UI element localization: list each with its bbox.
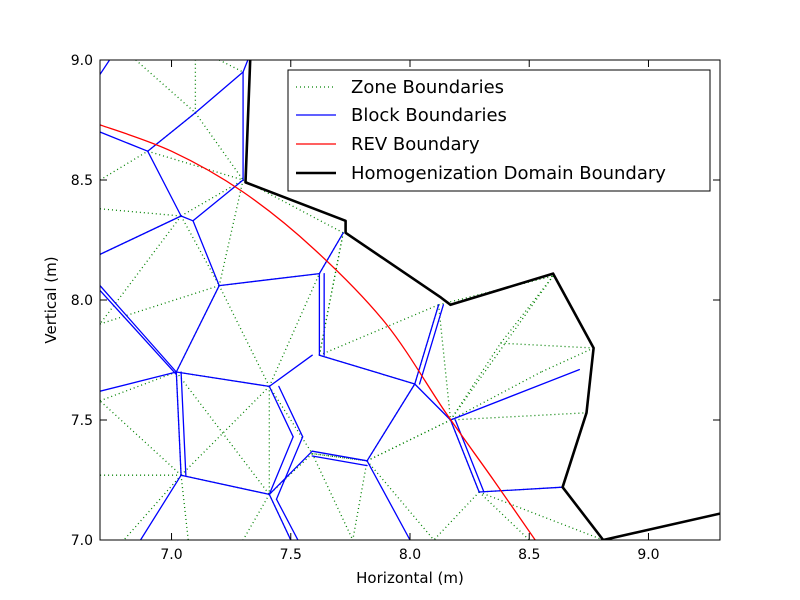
zone-segment-59 (242, 179, 344, 234)
block-segment-36 (418, 304, 445, 385)
zone-segment-10 (318, 232, 344, 356)
y-tick-label-1: 7.5 (71, 413, 93, 429)
block-segment-18 (100, 371, 177, 392)
block-segment-23 (139, 474, 182, 540)
block-segment-24 (268, 450, 313, 496)
block-segment-9 (100, 215, 182, 256)
zone-segment-43 (218, 285, 270, 387)
block-segment-11 (218, 272, 321, 287)
zone-segment-48 (175, 371, 270, 495)
x-tick-label-2: 8.0 (399, 547, 421, 563)
block-segment-1 (100, 131, 149, 152)
series-layer (100, 60, 720, 540)
block-segment-17 (100, 289, 177, 376)
block-segment-30 (268, 493, 292, 540)
y-tick-label-0: 7.0 (71, 533, 93, 549)
block-segment-7 (147, 150, 182, 217)
x-tick-label-3: 8.5 (518, 547, 540, 563)
zone-segment-55 (194, 112, 244, 181)
legend-label-rev: REV Boundary (351, 134, 480, 155)
block-segment-19 (175, 371, 270, 388)
block-segment-21 (180, 371, 187, 476)
y-tick-label-2: 8.0 (71, 293, 93, 309)
zone-segment-12 (319, 304, 439, 356)
x-tick-label-1: 7.5 (280, 547, 302, 563)
zone-segment-47 (180, 385, 270, 476)
block-segment-32 (311, 450, 368, 462)
block-segment-16 (100, 284, 177, 373)
series-3 (244, 60, 720, 540)
block-segment-8 (180, 215, 194, 222)
block-segment-28 (278, 385, 304, 438)
block-segment-34 (318, 354, 416, 385)
block-segment-41 (454, 419, 485, 493)
block-segment-0 (100, 60, 111, 76)
zone-segment-17 (540, 347, 594, 373)
block-segment-42 (478, 486, 564, 493)
block-segment-31 (275, 498, 299, 540)
zone-segment-44 (268, 273, 320, 387)
y-tick-label-3: 8.5 (71, 173, 93, 189)
ticks-layer: 7.0 7.5 8.0 8.5 9.0 7.0 7.5 8.0 8.5 9.0 (71, 53, 720, 563)
legend: Zone Boundaries Block Boundaries REV Bou… (287, 69, 711, 192)
x-tick-label-4: 9.0 (637, 547, 659, 563)
block-segment-20 (175, 371, 182, 476)
zone-segment-39 (100, 371, 177, 402)
zone-segment-20 (449, 342, 502, 421)
x-axis-label: Horizontal (m) (356, 569, 464, 587)
legend-label-domain: Homogenization Domain Boundary (351, 163, 666, 184)
domain-boundary-line (244, 60, 720, 540)
block-segment-25 (268, 354, 313, 388)
zone-segment-37 (180, 475, 189, 540)
block-segment-10 (192, 220, 220, 287)
block-segment-38 (366, 460, 411, 540)
rev-boundary-line (100, 124, 536, 540)
series-1 (100, 60, 580, 540)
block-segment-37 (366, 383, 416, 462)
block-segment-22 (180, 474, 270, 496)
legend-label-block: Block Boundaries (351, 105, 507, 126)
zone-segment-1 (147, 150, 244, 181)
block-segment-33 (311, 455, 368, 467)
y-tick-label-4: 9.0 (71, 53, 93, 69)
zone-segment-52 (352, 460, 368, 540)
legend-label-zone: Zone Boundaries (351, 77, 504, 98)
zone-segment-2 (100, 208, 182, 217)
block-segment-15 (175, 284, 220, 373)
x-tick-label-0: 7.0 (160, 547, 182, 563)
block-segment-26 (268, 385, 294, 438)
zone-segment-14 (450, 275, 554, 421)
block-segment-43 (449, 368, 580, 421)
zone-segment-19 (450, 412, 587, 421)
block-segment-12 (318, 232, 344, 275)
block-segment-3 (194, 71, 244, 114)
legend-box (287, 69, 711, 192)
zone-segment-36 (123, 474, 182, 540)
block-segment-39 (414, 383, 452, 421)
block-segment-4 (242, 60, 249, 73)
zone-segment-11 (318, 232, 344, 356)
zone-segment-49 (242, 494, 270, 540)
block-segment-29 (275, 436, 304, 500)
zone-segment-60 (218, 60, 244, 73)
series-2 (100, 124, 536, 540)
zone-segment-7 (100, 284, 220, 325)
zone-segment-13 (437, 304, 452, 421)
block-segment-40 (449, 419, 480, 493)
y-axis-label: Vertical (m) (42, 256, 60, 343)
block-segment-27 (268, 436, 294, 496)
